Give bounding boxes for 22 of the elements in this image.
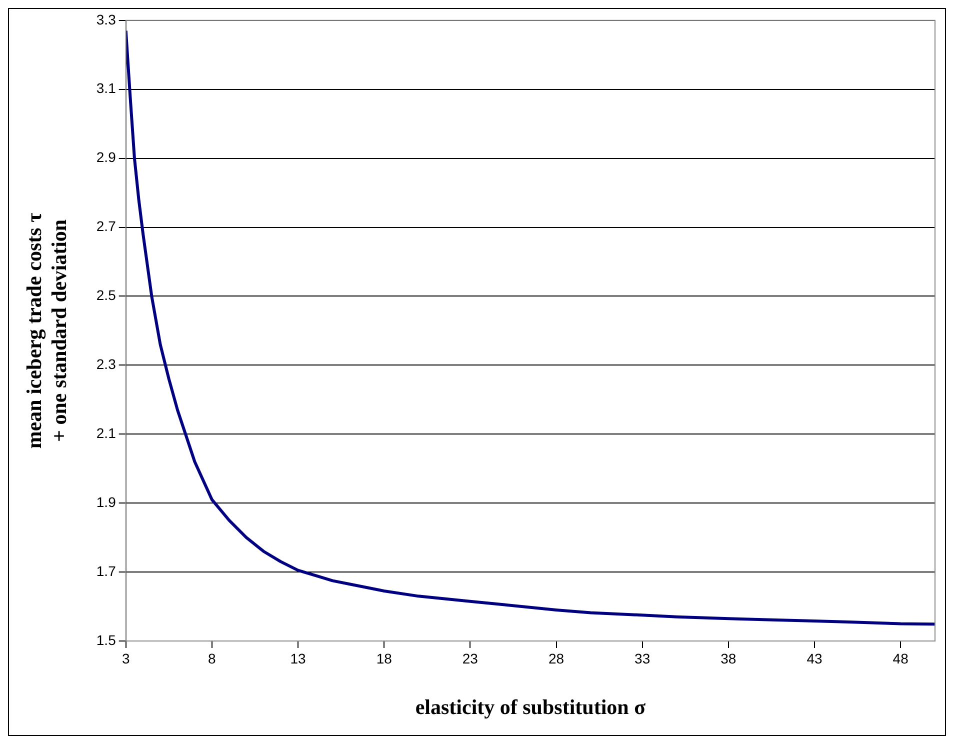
y-tick-label: 2.3 (96, 356, 116, 372)
x-tick-label: 8 (208, 650, 216, 666)
y-tick-label: 1.5 (96, 632, 116, 648)
y-tick-label: 1.7 (96, 562, 116, 579)
y-tick-label: 2.1 (96, 424, 116, 441)
y-tick-label: 3.3 (96, 11, 116, 28)
x-tick-label: 38 (720, 650, 736, 666)
x-tick-label: 28 (548, 650, 564, 666)
y-axis-title: mean iceberg trade costs τ + one standard deviation (22, 212, 72, 449)
x-tick-label: 43 (806, 650, 822, 666)
x-tick-label: 13 (290, 650, 306, 666)
x-tick-label: 33 (634, 650, 650, 666)
x-axis-title: elasticity of substitution σ (415, 694, 646, 719)
y-tick-label: 3.1 (96, 80, 116, 96)
y-tick-label: 1.9 (96, 494, 116, 510)
y-tick-label: 2.5 (96, 287, 116, 304)
x-tick-label: 3 (122, 650, 130, 666)
x-tick-label: 48 (892, 650, 909, 666)
y-tick-label: 2.7 (96, 218, 116, 234)
y-tick-label: 2.9 (96, 149, 116, 166)
x-tick-label: 18 (376, 650, 392, 666)
x-tick-label: 23 (462, 650, 478, 666)
